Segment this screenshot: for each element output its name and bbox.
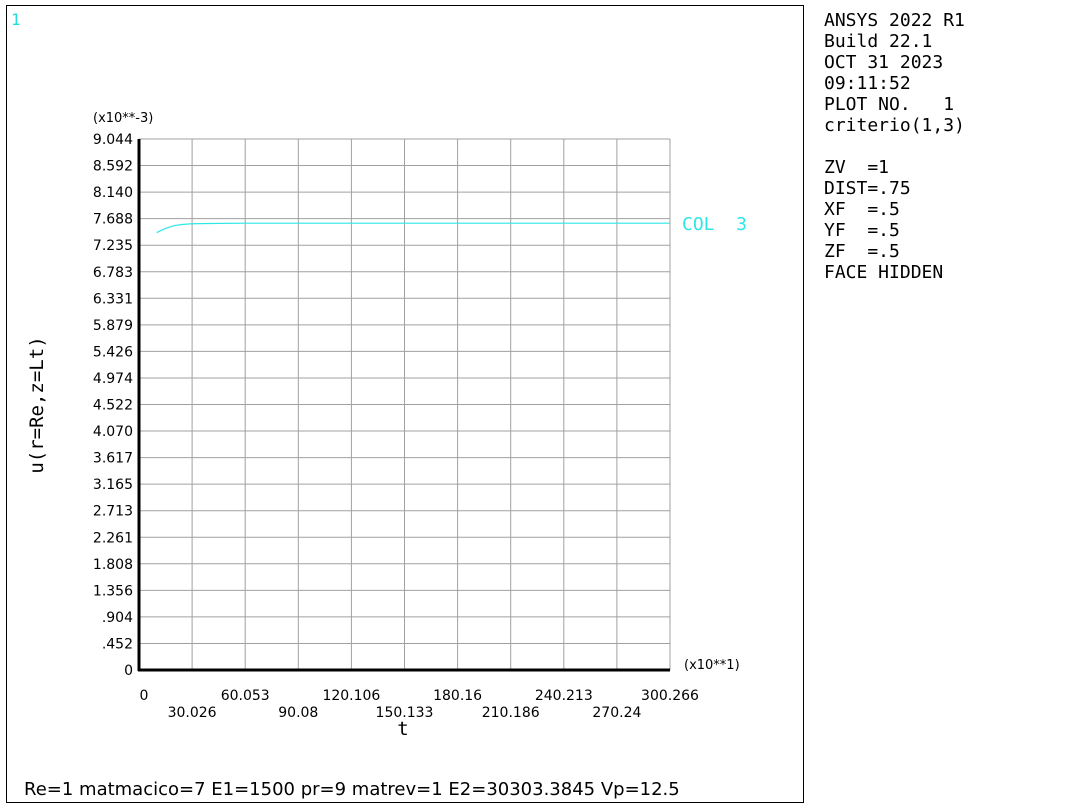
y-tick-label: .904 — [102, 610, 133, 626]
x-tick-label: 210.186 — [482, 705, 540, 721]
view-face-hidden: FACE HIDDEN — [824, 262, 944, 283]
view-dist: DIST=.75 — [824, 178, 911, 199]
y-tick-label: 5.879 — [93, 318, 133, 334]
y-tick-label: 7.235 — [93, 238, 133, 254]
y-tick-label: 1.356 — [93, 583, 133, 599]
x-tick-label: 30.026 — [168, 705, 217, 721]
x-tick-label: 60.053 — [221, 688, 270, 704]
info-time: 09:11:52 — [824, 73, 911, 94]
view-yf: YF =.5 — [824, 220, 900, 241]
y-tick-label: 6.331 — [93, 291, 133, 307]
x-tick-label: 90.08 — [278, 705, 318, 721]
series-label: COL 3 — [682, 214, 747, 235]
x-tick-label: 300.266 — [641, 688, 699, 704]
y-tick-label: 1.808 — [93, 557, 133, 573]
y-tick-label: 9.044 — [93, 132, 133, 148]
y-tick-label: 8.140 — [93, 185, 133, 201]
y-tick-label: 6.783 — [93, 265, 133, 281]
info-title: ANSYS 2022 R1 — [824, 10, 965, 31]
footer-parameters: Re=1 matmacico=7 E1=1500 pr=9 matrev=1 E… — [24, 779, 680, 800]
y-tick-label: 2.261 — [93, 530, 133, 546]
x-axis-multiplier: (x10**1) — [684, 658, 740, 673]
y-tick-label: 3.617 — [93, 451, 133, 467]
y-tick-label: 7.688 — [93, 212, 133, 228]
x-axis-title: t — [397, 718, 408, 740]
info-build: Build 22.1 — [824, 31, 933, 52]
info-plot-name: criterio(1,3) — [824, 115, 965, 136]
view-zf: ZF =.5 — [824, 241, 900, 262]
view-xf: XF =.5 — [824, 199, 900, 220]
y-tick-label: 5.426 — [93, 344, 133, 360]
x-tick-label: 150.133 — [376, 705, 434, 721]
y-tick-label: 2.713 — [93, 504, 133, 520]
y-tick-label: 4.522 — [93, 398, 133, 414]
window-number: 1 — [11, 10, 21, 29]
view-zv: ZV =1 — [824, 157, 890, 178]
x-tick-label: 240.213 — [535, 688, 593, 704]
y-tick-label: 3.165 — [93, 477, 133, 493]
x-tick-label: 180.16 — [433, 688, 482, 704]
y-tick-label: 0 — [124, 663, 133, 679]
y-axis-multiplier: (x10**-3) — [93, 111, 153, 126]
x-tick-label: 0 — [140, 688, 149, 704]
info-plot-number: PLOT NO. 1 — [824, 94, 955, 115]
y-axis-title: u(r=Re,z=Lt) — [26, 336, 48, 473]
x-tick-label: 120.106 — [322, 688, 380, 704]
y-tick-label: 4.974 — [93, 371, 133, 387]
info-date: OCT 31 2023 — [824, 52, 944, 73]
y-tick-label: .452 — [102, 636, 133, 652]
y-tick-label: 4.070 — [93, 424, 133, 440]
series-line — [156, 222, 670, 234]
x-tick-label: 270.24 — [592, 705, 641, 721]
plot-frame — [6, 5, 804, 803]
info-panel: ANSYS 2022 R1 Build 22.1 OCT 31 2023 09:… — [824, 10, 965, 283]
y-tick-label: 8.592 — [93, 159, 133, 175]
